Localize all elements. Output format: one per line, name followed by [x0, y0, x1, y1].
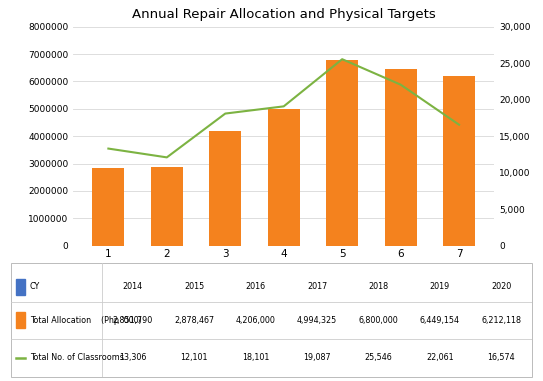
Text: 2018: 2018 [331, 264, 353, 273]
Text: 16,574: 16,574 [488, 353, 515, 362]
Bar [16, 279, 26, 295]
Text: 6,449,154: 6,449,154 [420, 315, 460, 325]
Text: 2014: 2014 [97, 264, 120, 273]
Text: Total Allocation    (Php '000): Total Allocation (Php '000) [30, 315, 141, 325]
Text: 2020: 2020 [491, 282, 512, 291]
Text: 6,212,118: 6,212,118 [482, 315, 521, 325]
Text: 18,101: 18,101 [242, 353, 269, 362]
Text: 2018: 2018 [369, 282, 389, 291]
Text: 4,994,325: 4,994,325 [297, 315, 337, 325]
Text: 12,101: 12,101 [180, 353, 208, 362]
Text: 2020: 2020 [447, 264, 470, 273]
Text: 2,878,467: 2,878,467 [174, 315, 214, 325]
Text: 22,061: 22,061 [426, 353, 454, 362]
Bar [209, 131, 241, 246]
Text: 2017: 2017 [307, 282, 327, 291]
Text: 2016: 2016 [245, 282, 266, 291]
Text: 2015: 2015 [155, 264, 178, 273]
Text: 2,851,790: 2,851,790 [113, 315, 153, 325]
Title: Annual Repair Allocation and Physical Targets: Annual Repair Allocation and Physical Ta… [132, 8, 435, 21]
Bar [92, 168, 124, 246]
Text: 6,800,000: 6,800,000 [359, 315, 399, 325]
Text: 2014: 2014 [123, 282, 143, 291]
Bar [443, 76, 475, 246]
Text: 2019: 2019 [430, 282, 450, 291]
Text: 2019: 2019 [389, 264, 412, 273]
Text: 2017: 2017 [272, 264, 295, 273]
Text: 4,206,000: 4,206,000 [236, 315, 276, 325]
Bar [268, 109, 300, 246]
Text: 2015: 2015 [184, 282, 204, 291]
Text: 25,546: 25,546 [365, 353, 393, 362]
Bar [151, 167, 183, 246]
Text: Total No. of Classrooms: Total No. of Classrooms [30, 353, 123, 362]
Bar [326, 59, 358, 246]
Bar [16, 312, 26, 328]
Text: 13,306: 13,306 [119, 353, 147, 362]
Text: 2016: 2016 [214, 264, 237, 273]
Text: CY: CY [30, 282, 40, 291]
Bar [384, 69, 416, 246]
Text: 19,087: 19,087 [304, 353, 331, 362]
